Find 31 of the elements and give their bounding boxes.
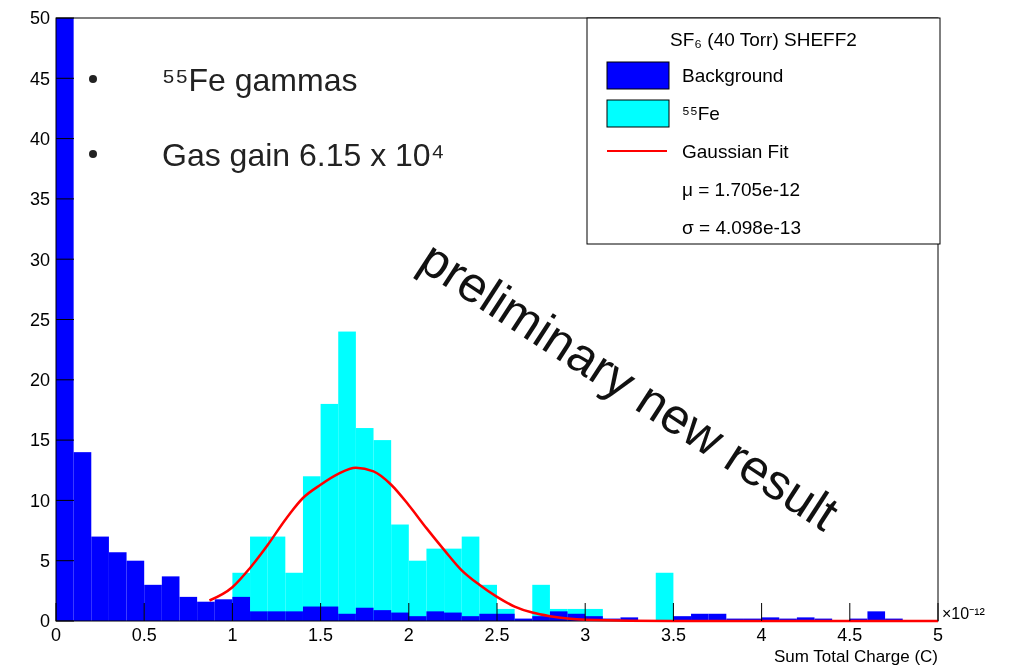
x-tick-label: 2 xyxy=(403,625,414,645)
y-tick-label: 15 xyxy=(29,430,50,451)
legend-label: Gaussian Fit xyxy=(682,140,790,162)
annotation: ⁵⁵Fe gammas xyxy=(162,62,358,98)
legend-label: Background xyxy=(682,64,784,86)
y-tick-label: 40 xyxy=(29,128,50,149)
x-tick-label: 4.5 xyxy=(837,625,863,645)
y-tick-label: 5 xyxy=(39,551,50,571)
y-tick-label: 35 xyxy=(29,189,50,210)
annotation: σ = 4.098e-13 xyxy=(682,216,801,238)
annotation: Gas gain 6.15 x 10⁴ xyxy=(162,137,445,173)
x-tick-label: 3.5 xyxy=(660,625,686,645)
legend-label: ⁵⁵Fe xyxy=(682,102,720,124)
annotation: μ = 1.705e-12 xyxy=(682,178,801,200)
y-tick-label: 45 xyxy=(29,68,50,89)
legend-title: SF₆ (40 Torr) SHEFF2 xyxy=(670,29,857,50)
y-tick-label: 0 xyxy=(39,611,50,632)
x-tick-label: 5 xyxy=(932,625,944,645)
x-axis-title: Sum Total Charge (C) xyxy=(773,647,938,666)
y-tick-label: 30 xyxy=(29,249,50,270)
y-tick-label: 50 xyxy=(29,8,50,29)
x-tick-label: 1.5 xyxy=(308,625,334,645)
x-tick-label: 4 xyxy=(756,625,767,645)
y-tick-label: 20 xyxy=(29,370,50,391)
x-tick-label: 2.5 xyxy=(484,625,510,645)
x-tick-label: 1 xyxy=(227,625,238,645)
x-tick-label: 3 xyxy=(580,625,591,645)
text: ×10⁻¹² xyxy=(942,605,986,622)
x-tick-label: 0.5 xyxy=(131,625,157,645)
y-tick-label: 25 xyxy=(29,309,50,330)
y-tick-label: 10 xyxy=(29,490,50,511)
